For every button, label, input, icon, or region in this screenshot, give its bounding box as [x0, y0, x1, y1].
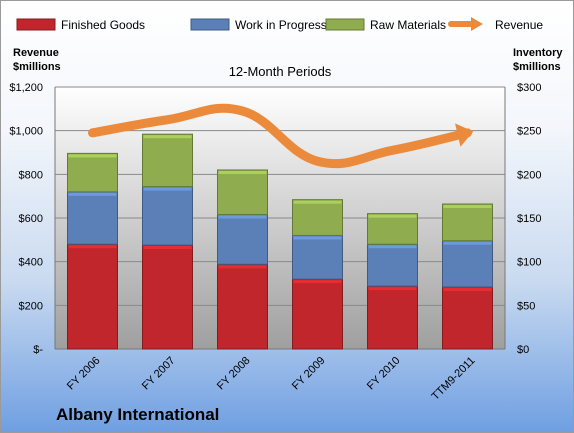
chart-subtitle: 12-Month Periods — [229, 64, 332, 79]
right-axis-title-line1: Inventory — [513, 47, 563, 59]
bar-finished-goods-highlight — [143, 246, 192, 250]
right-tick-label: $150 — [517, 213, 541, 225]
left-tick-label: $200 — [19, 300, 43, 312]
right-tick-label: $300 — [517, 82, 541, 94]
bar-raw-materials — [142, 133, 193, 188]
bar-raw-materials-highlight — [143, 135, 192, 139]
bar-finished-goods — [442, 286, 493, 350]
bar-finished-goods — [217, 263, 268, 350]
legend: Finished Goods Work in Progress Raw Materi… — [16, 17, 543, 32]
legend-label: Work in Progress — [235, 18, 327, 32]
bar-work-in-progress-highlight — [293, 236, 342, 240]
bar-work-in-progress-highlight — [443, 241, 492, 245]
bar-work-in-progress-highlight — [368, 245, 417, 249]
x-tick-label: FY 2009 — [290, 355, 328, 393]
bar-work-in-progress — [67, 191, 118, 245]
bar-raw-materials-highlight — [368, 214, 417, 218]
left-tick-label: $800 — [19, 169, 43, 181]
bar-work-in-progress-highlight — [143, 187, 192, 191]
bar-finished-goods-highlight — [293, 280, 342, 284]
bar-finished-goods — [142, 244, 193, 350]
left-tick-label: $1,200 — [9, 82, 43, 94]
revenue-line-path — [88, 103, 472, 169]
bar-raw-materials — [67, 152, 118, 193]
legend-label: Raw Materials — [370, 18, 446, 32]
left-tick-label: $1,000 — [9, 126, 43, 138]
x-tick-label: FY 2008 — [215, 355, 253, 393]
bar-work-in-progress-highlight — [218, 215, 267, 219]
left-tick-label: $600 — [19, 213, 43, 225]
left-tick-label: $400 — [19, 257, 43, 269]
bar-raw-materials — [292, 199, 343, 236]
bar-work-in-progress — [217, 214, 268, 265]
bar-work-in-progress — [442, 240, 493, 288]
right-tick-label: $50 — [517, 300, 535, 312]
left-axis-title-line1: Revenue — [13, 47, 59, 59]
bars — [67, 133, 493, 350]
legend-swatch-raw-materials — [325, 18, 365, 31]
x-tick-label: TTM9-2011 — [430, 355, 478, 403]
revenue-arrowhead — [455, 123, 474, 147]
left-axis-title-line2: $millions — [13, 61, 61, 73]
bar-finished-goods — [292, 278, 343, 350]
legend-swatch-work-in-progress — [190, 18, 230, 31]
bar-work-in-progress — [367, 243, 418, 287]
bar-finished-goods — [367, 285, 418, 350]
right-tick-label: $200 — [517, 169, 541, 181]
bar-raw-materials — [367, 213, 418, 245]
x-tick-label: FY 2010 — [365, 355, 403, 393]
bar-finished-goods-highlight — [368, 287, 417, 291]
legend-label: Finished Goods — [61, 18, 145, 32]
bar-raw-materials-highlight — [218, 170, 267, 174]
company-name: Albany International — [56, 405, 219, 424]
legend-arrow-revenue — [471, 17, 483, 31]
bar-raw-materials-highlight — [68, 154, 117, 158]
bar-work-in-progress — [142, 186, 193, 246]
bar-finished-goods — [67, 243, 118, 350]
legend-swatch-finished-goods — [16, 18, 56, 31]
bar-raw-materials — [217, 169, 268, 216]
x-axis: FY 2006 FY 2007 FY 2008 FY 2009 FY 2010 TTM9-… — [65, 355, 478, 403]
revenue-line — [88, 103, 474, 169]
x-tick-label: FY 2007 — [140, 355, 178, 393]
left-tick-label: $- — [33, 344, 43, 356]
right-tick-label: $0 — [517, 344, 529, 356]
bar-finished-goods-highlight — [68, 245, 117, 249]
x-tick-label: FY 2006 — [65, 355, 103, 393]
left-axis: $- $200 $400 $600 $800 $1,000 $1,200 — [9, 82, 56, 356]
bar-finished-goods-highlight — [218, 265, 267, 269]
bar-raw-materials-highlight — [293, 200, 342, 204]
right-axis-title-line2: $millions — [513, 61, 561, 73]
bar-work-in-progress — [292, 234, 343, 280]
right-tick-label: $250 — [517, 126, 541, 138]
bar-finished-goods-highlight — [443, 287, 492, 291]
legend-label: Revenue — [495, 18, 543, 32]
bar-raw-materials-highlight — [443, 205, 492, 209]
bar-work-in-progress-highlight — [68, 192, 117, 196]
right-axis: $0 $50 $100 $150 $200 $250 $300 — [504, 82, 541, 356]
right-tick-label: $100 — [517, 257, 541, 269]
bar-raw-materials — [442, 203, 493, 242]
